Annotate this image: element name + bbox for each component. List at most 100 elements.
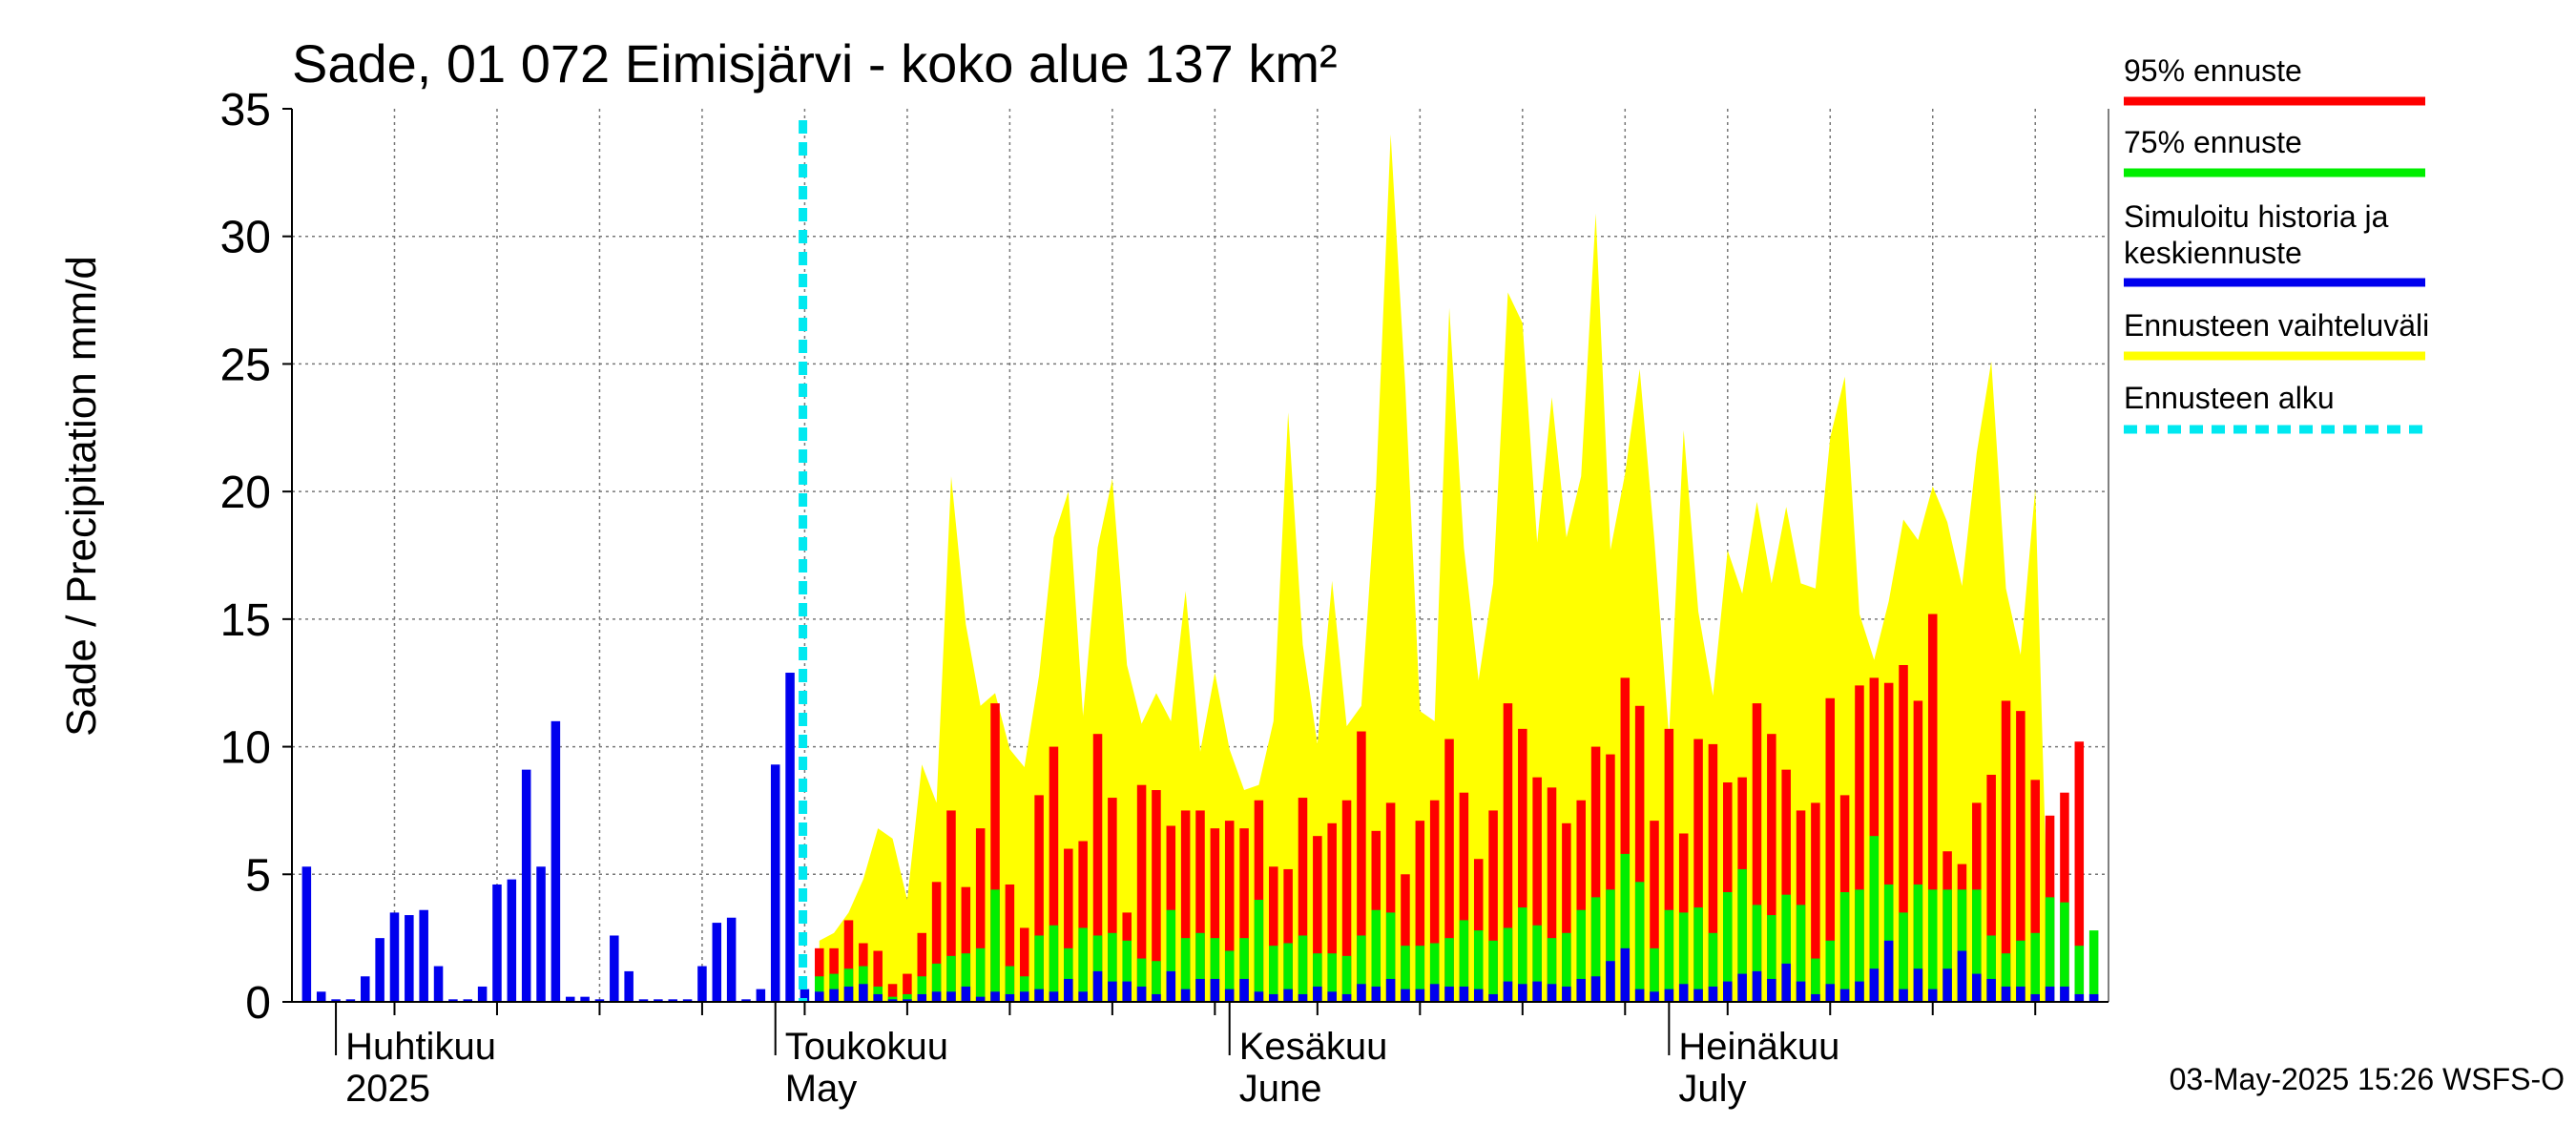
p95-bar <box>815 947 824 1002</box>
p95-bar <box>1180 810 1191 1002</box>
history-bar <box>345 999 356 1002</box>
history-bar <box>463 999 473 1002</box>
history-bar <box>624 970 634 1002</box>
p75-bar <box>1005 966 1015 1002</box>
p75-bar <box>1913 884 1923 1002</box>
mean-bar <box>1634 989 1645 1002</box>
p95-bar <box>1650 821 1659 1002</box>
p95-bar <box>873 950 883 1002</box>
p75-bar <box>1811 958 1820 1002</box>
p75-bar <box>1136 958 1147 1002</box>
p95-bar <box>1224 821 1235 1002</box>
p75-bar <box>1855 889 1864 1002</box>
p75-bar <box>1752 905 1762 1002</box>
month-label: Toukokuu <box>785 1026 948 1068</box>
p75-bar <box>1942 889 1952 1002</box>
chart-title: Sade, 01 072 Eimisjärvi - koko alue 137 … <box>292 33 1338 94</box>
p95-bar <box>1019 927 1029 1002</box>
p75-bar <box>1767 915 1776 1002</box>
p75-bar <box>1034 935 1044 1002</box>
mean-bar <box>1488 993 1498 1002</box>
history-bar <box>654 999 663 1002</box>
p75-bar <box>1927 889 1938 1002</box>
p95-bar <box>2016 711 2025 1002</box>
history-bar <box>551 720 561 1002</box>
mean-bar <box>1620 947 1631 1002</box>
history-bar <box>594 999 605 1002</box>
mean-bar <box>1796 981 1806 1002</box>
legend-label: keskiennuste <box>2124 236 2302 270</box>
p75-bar <box>1825 940 1836 1002</box>
p95-bar <box>961 886 971 1002</box>
p75-bar <box>1269 946 1278 1002</box>
p75-bar <box>1547 938 1557 1002</box>
p75-bar <box>1473 930 1484 1002</box>
p95-bar <box>1429 800 1440 1002</box>
p75-bar <box>1166 909 1176 1002</box>
p95-bar <box>1986 774 1996 1002</box>
p75-bar <box>843 968 854 1002</box>
p75-bar <box>1019 976 1029 1002</box>
p75-bar <box>931 963 942 1002</box>
bars <box>301 614 2099 1002</box>
month-label-en: July <box>1678 1068 1746 1110</box>
p75-bar <box>1708 932 1718 1002</box>
p95-bar <box>1357 731 1366 1002</box>
p95-bar <box>1064 848 1073 1002</box>
p95-bar <box>1693 739 1703 1002</box>
mean-bar <box>1327 991 1337 1002</box>
mean-bar <box>1576 978 1586 1002</box>
mean-bar <box>1972 973 1982 1002</box>
p95-bar <box>903 973 912 1002</box>
p95-bar <box>2030 780 2040 1002</box>
p75-bar <box>1371 909 1381 1002</box>
mean-bar <box>1152 993 1161 1002</box>
p75-bar <box>1972 889 1982 1002</box>
mean-bar <box>1459 986 1469 1002</box>
p95-bar <box>1664 728 1674 1002</box>
y-tick-label: 5 <box>245 850 271 901</box>
mean-bar <box>2001 986 2011 1002</box>
p95-bar <box>1767 734 1776 1002</box>
history-bar <box>375 938 384 1002</box>
p75-bar <box>1606 889 1615 1002</box>
mean-bar <box>1781 963 1791 1002</box>
mean-bar <box>829 989 839 1002</box>
mean-bar <box>1371 986 1381 1002</box>
mean-bar <box>1064 978 1073 1002</box>
month-label-en: 2025 <box>345 1068 430 1110</box>
p95-bar <box>1210 828 1220 1002</box>
mean-bar <box>1034 989 1044 1002</box>
p95-bar <box>1503 703 1513 1002</box>
mean-bar <box>1957 950 1967 1002</box>
p95-bar <box>1634 705 1645 1002</box>
history-bar <box>361 976 370 1002</box>
p95-bar <box>2074 741 2085 1002</box>
p75-bar <box>1122 940 1132 1002</box>
mean-bar <box>946 991 956 1002</box>
p75-bar <box>1796 905 1806 1002</box>
p75-bar <box>1488 940 1498 1002</box>
p75-bar <box>1518 907 1527 1002</box>
p75-bar <box>2045 897 2055 1002</box>
history-bar <box>741 999 751 1002</box>
history-bar <box>610 935 619 1002</box>
p75-bar <box>1678 912 1689 1002</box>
p95-bar <box>1092 734 1103 1002</box>
p95-bar <box>1239 828 1249 1002</box>
mean-bar <box>1195 978 1205 1002</box>
p95-bar <box>1547 787 1557 1002</box>
p95-bar <box>1590 746 1601 1002</box>
p75-bar <box>829 973 839 1002</box>
p75-bar <box>2060 902 2069 1002</box>
mean-bar <box>1049 991 1059 1002</box>
mean-bar <box>2045 986 2055 1002</box>
p75-bar <box>1693 907 1703 1002</box>
p95-bar <box>1049 746 1059 1002</box>
p95-bar <box>1195 810 1205 1002</box>
history-bar <box>405 915 414 1002</box>
p95-bar <box>2060 792 2069 1002</box>
month-label-en: May <box>785 1068 858 1110</box>
mean-bar <box>1503 981 1513 1002</box>
